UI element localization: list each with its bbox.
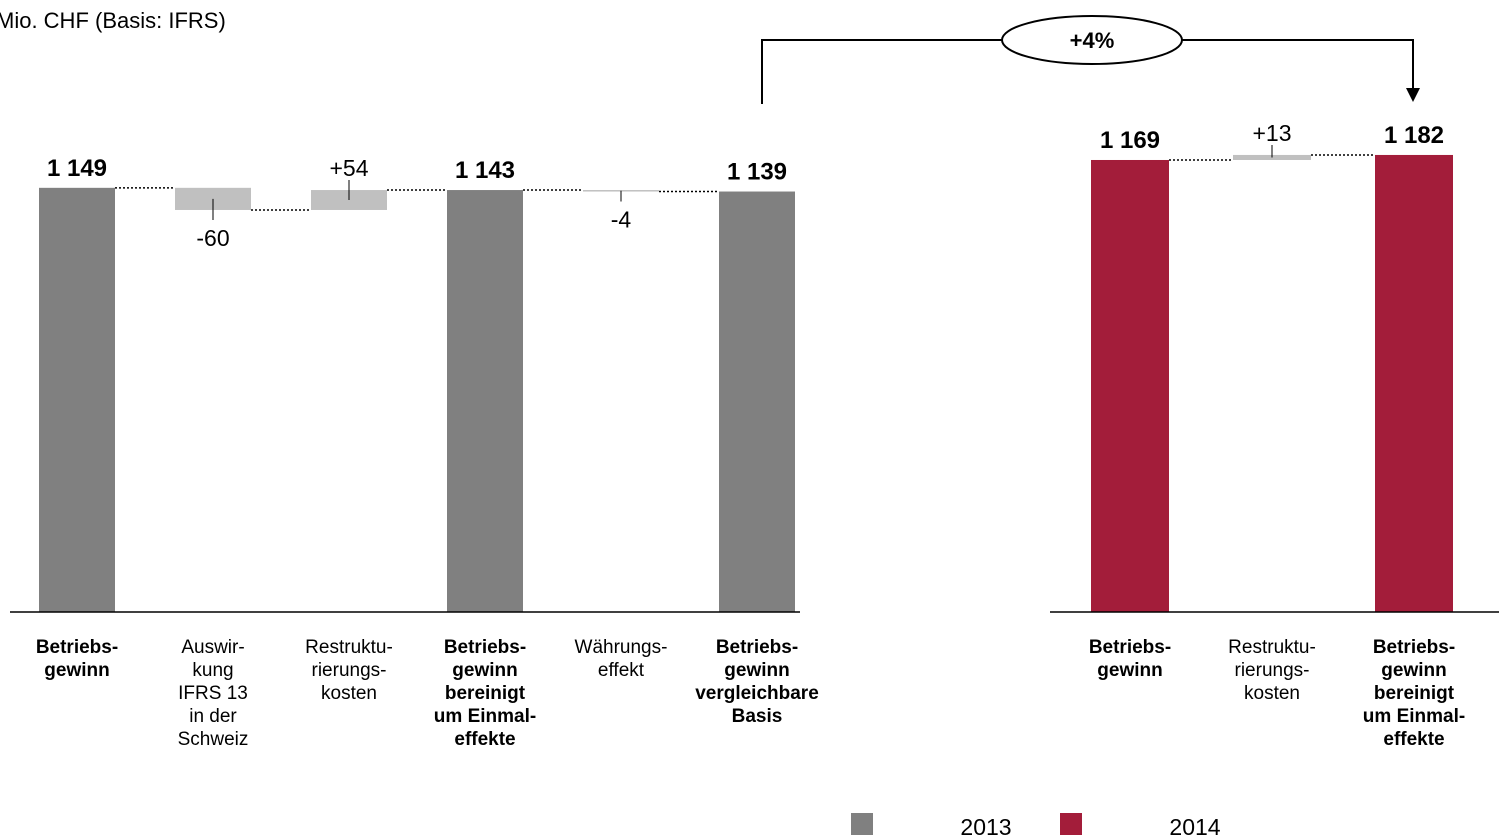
legend-swatch: [851, 813, 873, 835]
bar: [447, 190, 523, 613]
x-tick-label: Betriebs- gewinn bereinigt um Einmal- ef…: [1362, 637, 1466, 750]
value-label: 1 139: [727, 159, 787, 186]
value-label: 1 182: [1384, 122, 1444, 149]
annotation-ellipse: [1001, 15, 1183, 65]
value-label: 1 149: [47, 155, 107, 182]
value-label: 1 143: [455, 157, 515, 184]
value-label: +54: [329, 155, 368, 181]
value-label: +13: [1252, 120, 1291, 146]
annotation: +4%: [1070, 28, 1115, 53]
value-label: -60: [196, 225, 229, 251]
x-tick-label: Auswir- kung IFRS 13 in der Schweiz: [177, 637, 249, 750]
arrow-head: [1406, 88, 1420, 102]
x-tick-label: Restruktu- rierungs- kosten: [1228, 637, 1316, 704]
value-label: -4: [611, 207, 632, 233]
x-tick-label: Restruktu- rierungs- kosten: [305, 637, 393, 704]
bar: [1233, 154, 1311, 160]
chart-title: Mio. CHF (Basis: IFRS): [0, 8, 226, 33]
bar: [39, 187, 115, 612]
bar: [719, 191, 795, 612]
bar: [1375, 154, 1453, 612]
x-tick-label: Währungs- effekt: [574, 637, 668, 681]
legend-swatch: [1060, 813, 1082, 835]
bar: [1091, 159, 1169, 612]
bracket: [761, 39, 1414, 104]
x-tick-label: Betriebs- gewinn: [35, 637, 119, 681]
x-tick-label: Betriebs- gewinn: [1088, 637, 1172, 681]
legend-label: 2013: [960, 814, 1011, 839]
legend-label: 2014: [1169, 814, 1220, 839]
value-label: 1 169: [1100, 127, 1160, 154]
x-tick-label: Betriebs- gewinn vergleichbare Basis: [695, 637, 819, 727]
x-tick-label: Betriebs- gewinn bereinigt um Einmal- ef…: [433, 637, 537, 750]
